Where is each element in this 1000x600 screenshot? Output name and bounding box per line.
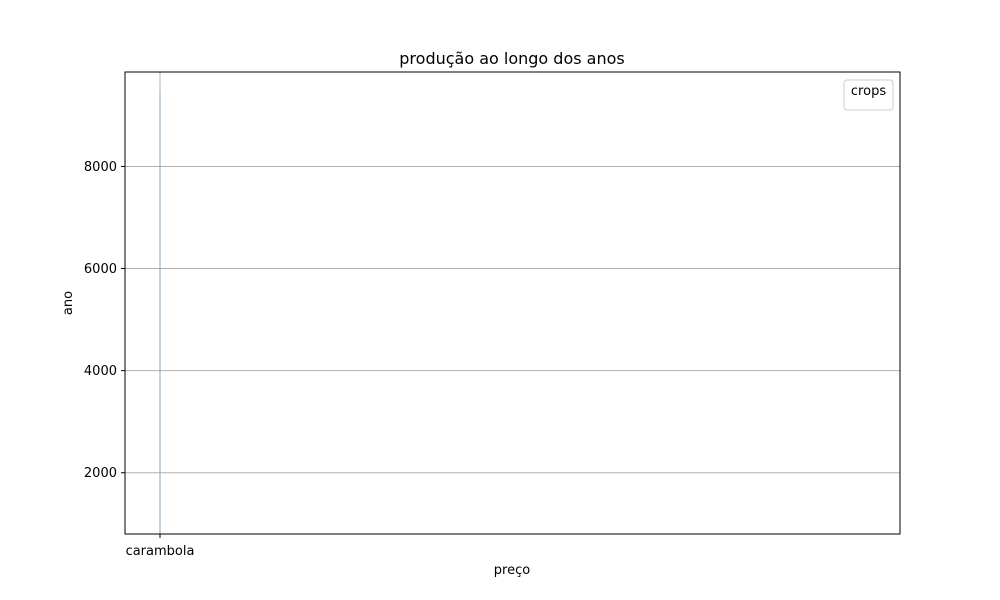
y-tick-label: 8000: [84, 160, 117, 175]
plot-area-frame: [124, 71, 901, 535]
y-tick-label: 6000: [84, 262, 117, 277]
y-axis-label: ano: [61, 291, 76, 315]
y-tick-label: 2000: [84, 466, 117, 481]
x-tick-label: carambola: [126, 544, 195, 559]
grid-lines: [125, 72, 900, 534]
chart-title: produção ao longo dos anos: [399, 49, 624, 68]
bar: [159, 92, 161, 534]
y-axis-ticks: 2000 4000 6000 8000: [84, 160, 125, 481]
y-tick-label: 4000: [84, 364, 117, 379]
x-axis-label: preço: [494, 563, 530, 578]
legend-title: crops: [851, 84, 886, 99]
legend: crops: [843, 79, 894, 111]
bar-marks: [159, 92, 161, 534]
legend-box: [843, 79, 894, 111]
x-axis-ticks: carambola: [126, 534, 195, 559]
